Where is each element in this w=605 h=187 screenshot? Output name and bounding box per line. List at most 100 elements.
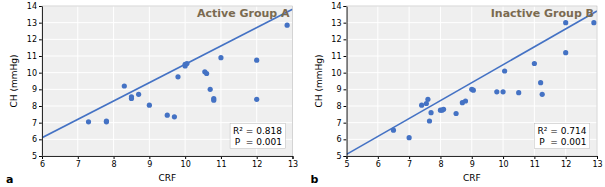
tick: 7 <box>76 156 81 169</box>
tick: 10 <box>181 156 191 169</box>
x-axis-title: CRF <box>158 173 176 183</box>
tick-mark <box>39 89 42 90</box>
tick-label: 8 <box>112 160 117 169</box>
annotation-text: R² = 0.818 <box>233 126 282 136</box>
scatter-point <box>425 97 430 102</box>
x-axis-title: CRF <box>463 173 481 183</box>
grid-line-x <box>149 6 150 156</box>
tick-label: 10 <box>181 160 191 169</box>
tick-label: 6 <box>32 135 37 144</box>
tick-mark <box>534 156 535 159</box>
tick-mark <box>344 23 347 24</box>
chart-root: 678910111213567891011121314Active Group … <box>0 0 605 187</box>
tick-label: 12 <box>561 160 571 169</box>
annotation-text: P = 0.001 <box>539 137 586 147</box>
tick: 12 <box>561 156 571 169</box>
scatter-point <box>254 97 259 102</box>
grid-line-x <box>409 6 410 156</box>
tick: 6 <box>336 135 346 144</box>
grid-line-y <box>347 122 598 123</box>
tick: 9 <box>336 85 346 94</box>
tick-label: 6 <box>336 135 341 144</box>
tick-label: 12 <box>331 35 341 44</box>
grid-line-x <box>377 6 378 156</box>
tick-mark <box>344 89 347 90</box>
tick-mark <box>39 23 42 24</box>
grid-line-y <box>42 106 293 107</box>
annotation: R² = 0.714P = 0.001 <box>535 124 590 149</box>
scatter-point <box>129 94 134 99</box>
tick-label: 9 <box>470 160 475 169</box>
tick: 7 <box>336 119 346 128</box>
tick-label: 11 <box>331 52 341 61</box>
scatter-point <box>165 113 170 118</box>
tick-label: 6 <box>40 160 45 169</box>
scatter-point <box>494 89 499 94</box>
scatter-point <box>391 128 396 133</box>
grid-line-y <box>42 22 293 23</box>
tick-mark <box>78 156 79 159</box>
scatter-point <box>218 55 223 60</box>
tick-label: 7 <box>32 119 37 128</box>
tick-label: 5 <box>344 160 349 169</box>
tick: 12 <box>27 35 42 44</box>
tick: 7 <box>407 156 412 169</box>
scatter-point <box>86 119 91 124</box>
tick-mark <box>344 139 347 140</box>
tick-mark <box>472 156 473 159</box>
grid <box>42 6 293 156</box>
tick-label: 10 <box>27 69 37 78</box>
tick-mark <box>409 156 410 159</box>
tick-label: 6 <box>376 160 381 169</box>
tick: 8 <box>32 102 42 111</box>
tick: 5 <box>336 152 346 161</box>
scatter-point <box>563 50 568 55</box>
tick-label: 11 <box>216 160 226 169</box>
grid-line-y <box>42 56 293 57</box>
tick-mark <box>344 106 347 107</box>
panel-title: Inactive Group B <box>491 7 594 20</box>
grid-line-y <box>42 89 293 90</box>
tick-label: 12 <box>27 35 37 44</box>
y-axis-title: CH (mmHg) <box>9 55 19 108</box>
annotation: R² = 0.818P = 0.001 <box>230 124 285 149</box>
tick-label: 14 <box>27 2 37 11</box>
tick-label: 13 <box>331 19 341 28</box>
tick-mark <box>344 156 347 157</box>
tick-label: 8 <box>32 102 37 111</box>
panel: 5678910111213567891011121314Inactive Gro… <box>314 2 603 183</box>
panel-label: b <box>311 173 319 186</box>
tick: 10 <box>498 156 508 169</box>
tick-label: 11 <box>27 52 37 61</box>
tick: 9 <box>32 85 42 94</box>
scatter-point <box>211 98 216 103</box>
tick: 6 <box>40 156 45 169</box>
tick: 7 <box>32 119 42 128</box>
tick-label: 12 <box>252 160 262 169</box>
tick: 8 <box>112 156 117 169</box>
scatter-point <box>540 92 545 97</box>
tick-mark <box>344 56 347 57</box>
scatter-point <box>407 135 412 140</box>
scatter-point <box>172 114 177 119</box>
scatter-point <box>254 58 259 63</box>
tick-label: 7 <box>336 119 341 128</box>
tick-mark <box>293 156 294 159</box>
scatter-point <box>500 89 505 94</box>
tick-label: 9 <box>336 85 341 94</box>
x-axis: 5678910111213 <box>344 156 602 169</box>
marks <box>347 11 598 154</box>
tick: 11 <box>216 156 226 169</box>
grid-line-x <box>77 6 78 156</box>
tick-mark <box>344 73 347 74</box>
grid-line-x <box>220 6 221 156</box>
tick: 9 <box>470 156 475 169</box>
grid-line-y <box>347 22 598 23</box>
panel-title: Active Group A <box>197 7 290 20</box>
tick-mark <box>185 156 186 159</box>
grid-line-x <box>185 6 186 156</box>
grid-line-y <box>347 56 598 57</box>
y-axis: 567891011121314 <box>27 2 43 161</box>
scatter-point <box>428 110 433 115</box>
scatter-point <box>516 90 521 95</box>
